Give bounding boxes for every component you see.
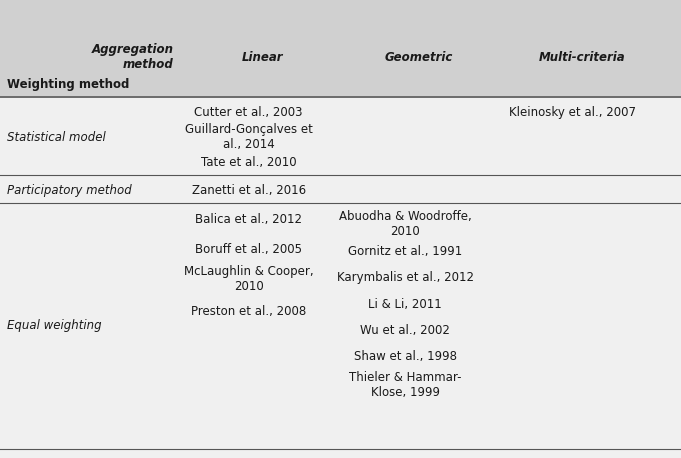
Text: Zanetti et al., 2016: Zanetti et al., 2016 [191, 184, 306, 196]
Text: Statistical model: Statistical model [7, 131, 106, 144]
Text: Boruff et al., 2005: Boruff et al., 2005 [195, 243, 302, 256]
Text: Wu et al., 2002: Wu et al., 2002 [360, 324, 450, 337]
Text: Li & Li, 2011: Li & Li, 2011 [368, 298, 442, 311]
Text: Karymbalis et al., 2012: Karymbalis et al., 2012 [336, 271, 474, 284]
Text: Linear: Linear [242, 51, 283, 64]
Text: Preston et al., 2008: Preston et al., 2008 [191, 305, 306, 318]
Text: Kleinosky et al., 2007: Kleinosky et al., 2007 [509, 106, 635, 119]
Text: Thieler & Hammar-
Klose, 1999: Thieler & Hammar- Klose, 1999 [349, 371, 462, 399]
Text: Shaw et al., 1998: Shaw et al., 1998 [353, 350, 457, 363]
Text: Aggregation
method: Aggregation method [92, 43, 174, 71]
Text: Abuodha & Woodroffe,
2010: Abuodha & Woodroffe, 2010 [339, 210, 471, 239]
Bar [0, 0, 681, 96]
Text: Guillard-Gonçalves et
al., 2014: Guillard-Gonçalves et al., 2014 [185, 123, 313, 152]
Text: McLaughlin & Cooper,
2010: McLaughlin & Cooper, 2010 [184, 265, 313, 294]
Text: Participatory method: Participatory method [7, 184, 131, 196]
Text: Gornitz et al., 1991: Gornitz et al., 1991 [348, 245, 462, 258]
Text: Balica et al., 2012: Balica et al., 2012 [195, 213, 302, 226]
Text: Geometric: Geometric [385, 51, 453, 64]
Text: Weighting method: Weighting method [7, 78, 129, 91]
Text: Equal weighting: Equal weighting [7, 319, 101, 332]
Text: Cutter et al., 2003: Cutter et al., 2003 [194, 106, 303, 119]
Text: Multi-criteria: Multi-criteria [539, 51, 626, 64]
Text: Tate et al., 2010: Tate et al., 2010 [201, 156, 296, 169]
